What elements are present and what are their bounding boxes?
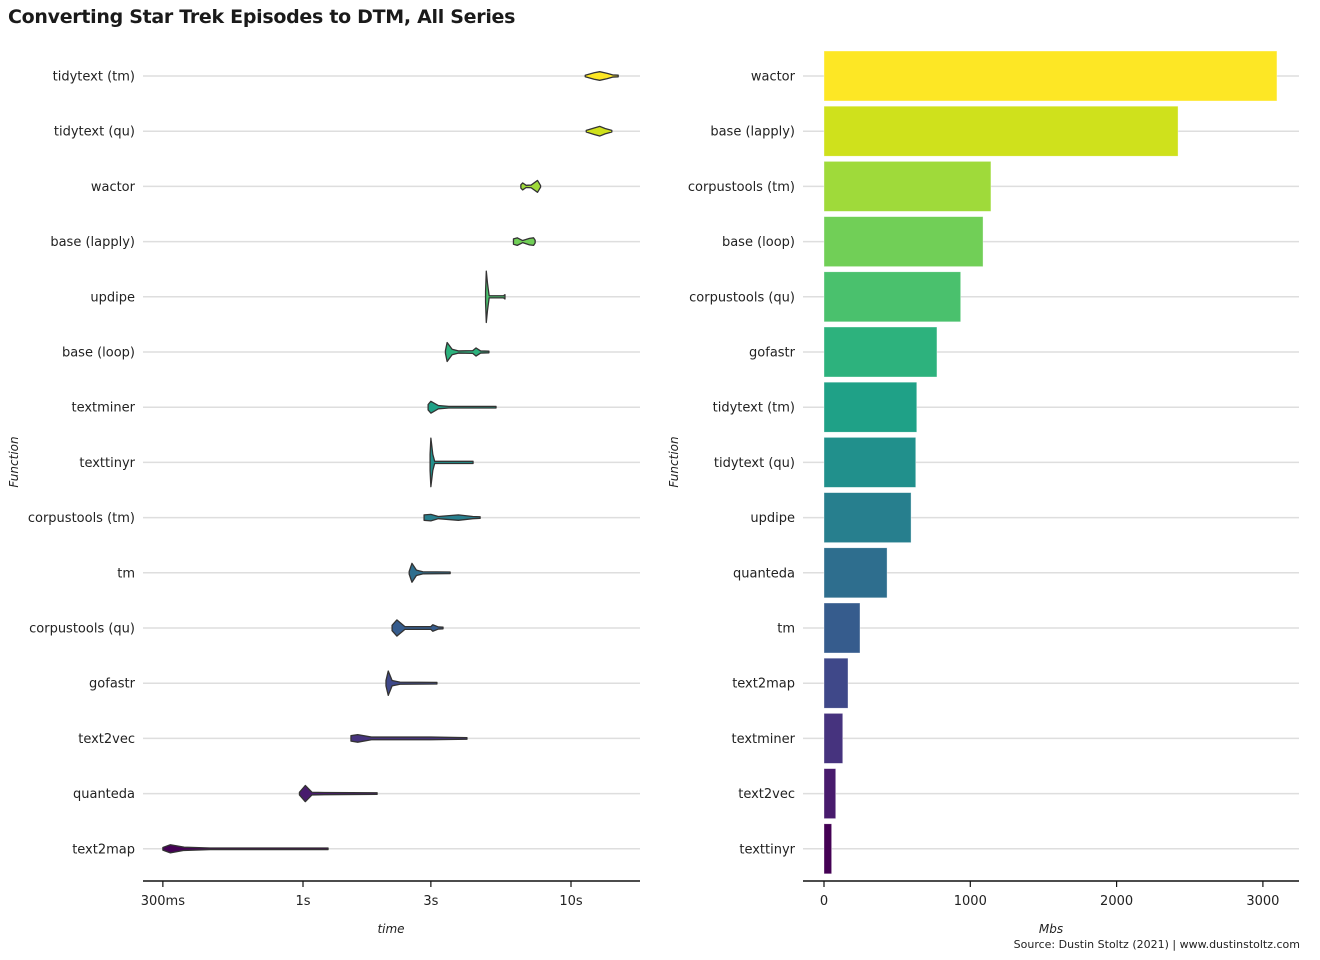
bar-tidytext-qu-	[823, 437, 917, 488]
y-tick-label: quanteda	[73, 787, 135, 802]
x-tick-label: 0	[820, 894, 828, 909]
bar-base-loop-	[823, 216, 984, 267]
violin-quanteda	[298, 784, 378, 803]
x-axis-title: time	[377, 922, 404, 936]
x-tick-label: 2000	[1100, 894, 1133, 909]
y-tick-label: tm	[117, 566, 135, 581]
y-tick-label: gofastr	[89, 677, 136, 692]
violin-wactor	[520, 179, 542, 193]
y-tick-label: gofastr	[749, 346, 796, 361]
violin-text2map	[162, 844, 329, 854]
y-tick-label: wactor	[91, 180, 136, 195]
bar-wactor	[823, 50, 1278, 102]
y-tick-label: updipe	[750, 511, 795, 526]
violin-updipe	[484, 270, 506, 324]
y-tick-label: corpustools (tm)	[688, 180, 795, 195]
chart-title: Converting Star Trek Episodes to DTM, Al…	[8, 6, 516, 28]
bar-base-lapply-	[823, 105, 1179, 157]
violin-base-lapply-	[512, 237, 536, 247]
y-tick-label: text2vec	[78, 732, 135, 747]
violin-gofastr	[385, 670, 438, 696]
x-tick-label: 3s	[423, 894, 438, 909]
violin-tidytext-qu-	[585, 125, 613, 137]
violin-tm	[408, 562, 451, 583]
y-tick-label: base (lapply)	[710, 125, 795, 140]
y-tick-label: corpustools (qu)	[29, 622, 135, 637]
y-tick-label: tidytext (qu)	[54, 125, 135, 140]
y-tick-label: texttinyr	[739, 842, 795, 857]
y-tick-label: updipe	[90, 290, 135, 305]
bar-corpustools-qu-	[823, 271, 961, 323]
violin-base-loop-	[444, 341, 490, 363]
y-tick-label: base (lapply)	[50, 235, 135, 250]
violin-texttinyr	[429, 437, 474, 488]
y-tick-label: base (loop)	[722, 235, 795, 250]
y-tick-label: textminer	[71, 401, 135, 416]
x-tick-label: 10s	[559, 894, 583, 909]
y-axis-title: Function	[667, 436, 681, 487]
y-tick-label: text2vec	[738, 787, 795, 802]
bar-tidytext-tm-	[823, 381, 918, 433]
violin-corpustools-tm-	[423, 513, 481, 522]
violin-textminer	[427, 400, 497, 414]
x-tick-label: 1s	[295, 894, 310, 909]
y-tick-label: tm	[777, 622, 795, 637]
bar-gofastr	[823, 326, 938, 378]
y-tick-label: tidytext (tm)	[713, 401, 795, 416]
bar-quanteda	[823, 547, 888, 599]
x-tick-label: 300ms	[141, 894, 185, 909]
y-axis-title: Function	[7, 436, 21, 487]
y-tick-label: texttinyr	[79, 456, 135, 471]
bar-textminer	[823, 713, 844, 764]
bar-texttinyr	[823, 823, 832, 875]
y-tick-label: wactor	[751, 70, 796, 85]
x-tick-label: 1000	[954, 894, 987, 909]
x-axis-title: Mbs	[1039, 922, 1063, 936]
bar-corpustools-tm-	[823, 161, 992, 212]
y-tick-label: quanteda	[733, 566, 795, 581]
bar-text2vec	[823, 768, 837, 819]
y-tick-label: tidytext (qu)	[714, 456, 795, 471]
bar-text2map	[823, 657, 849, 709]
bar-tm	[823, 602, 861, 654]
bar-updipe	[823, 492, 912, 543]
x-tick-label: 3000	[1246, 894, 1279, 909]
y-tick-label: corpustools (tm)	[28, 511, 135, 526]
violin-tidytext-tm-	[584, 71, 619, 81]
y-tick-label: corpustools (qu)	[689, 290, 795, 305]
y-tick-label: text2map	[72, 842, 135, 857]
y-tick-label: base (loop)	[62, 346, 135, 361]
y-tick-label: tidytext (tm)	[53, 70, 135, 85]
y-tick-label: text2map	[732, 677, 795, 692]
violin-corpustools-qu-	[391, 619, 444, 637]
violin-text2vec	[350, 733, 468, 743]
source-caption: Source: Dustin Stoltz (2021) | www.dusti…	[1013, 938, 1300, 951]
y-tick-label: textminer	[731, 732, 795, 747]
